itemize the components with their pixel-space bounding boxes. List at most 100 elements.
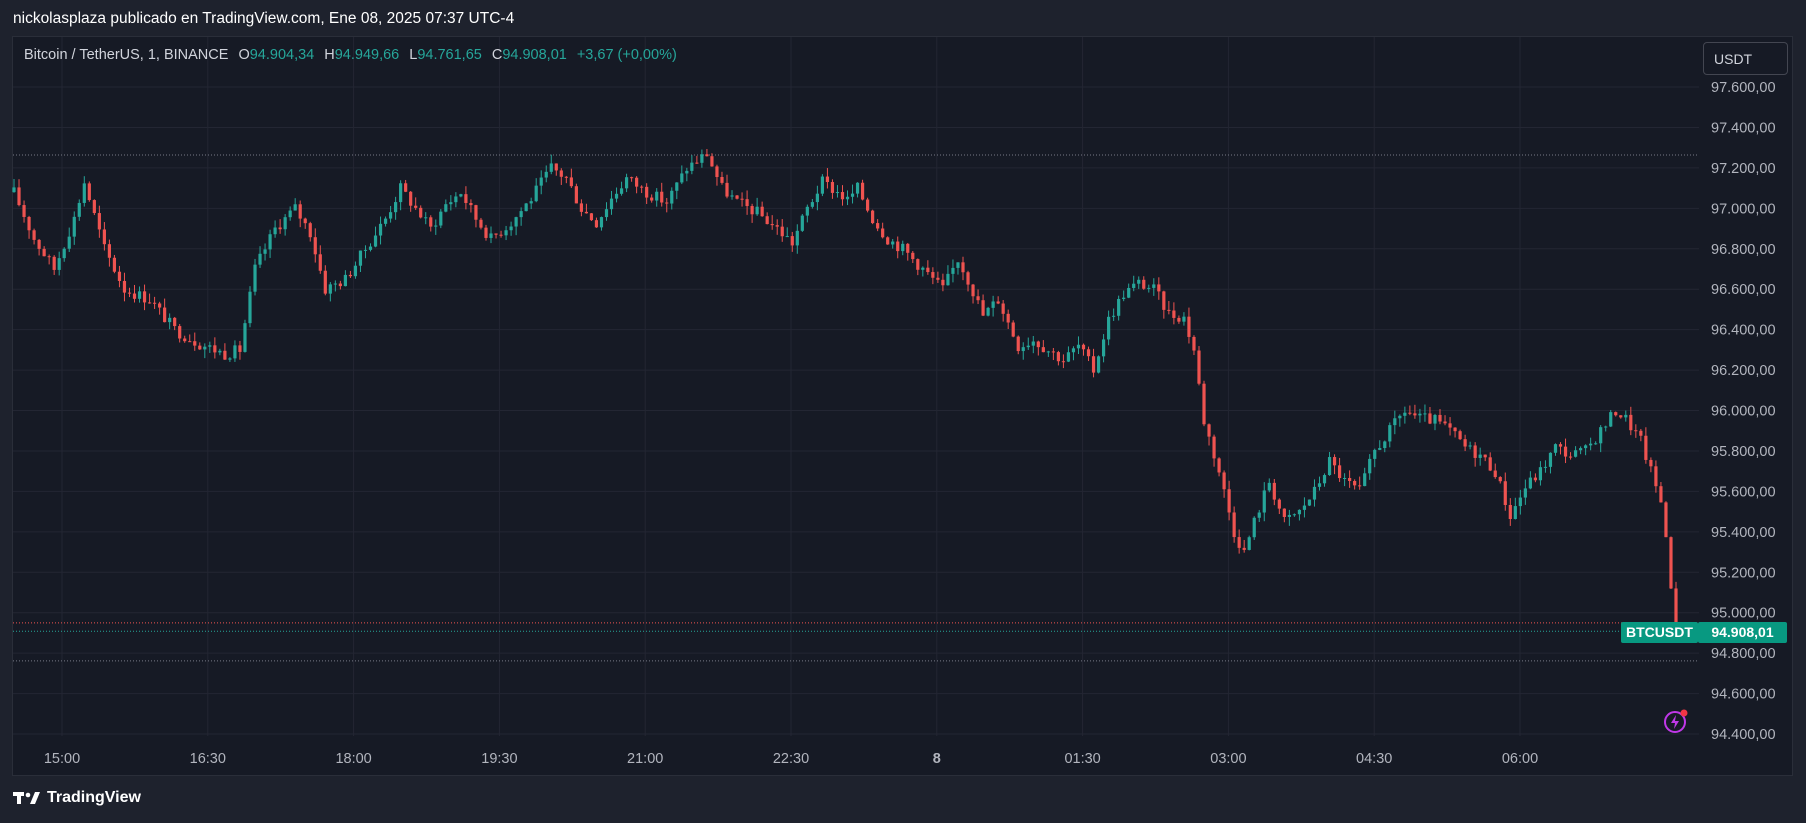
tradingview-logo-icon xyxy=(13,792,40,804)
candle xyxy=(1353,479,1357,490)
candle xyxy=(378,216,383,245)
candle xyxy=(1282,508,1286,523)
candle xyxy=(87,181,91,202)
grid-lines xyxy=(13,37,1699,736)
candle xyxy=(1654,460,1658,493)
candle xyxy=(1332,454,1337,475)
y-tick-label: 96.200,00 xyxy=(1711,363,1776,379)
candle xyxy=(1167,301,1171,315)
candle xyxy=(253,258,257,296)
candle xyxy=(589,213,594,221)
candle xyxy=(785,227,789,238)
candle xyxy=(32,228,36,245)
candle xyxy=(549,154,553,175)
candle xyxy=(991,295,995,317)
candle xyxy=(670,187,674,210)
candle xyxy=(313,228,317,263)
candle xyxy=(1513,497,1517,520)
currency-unit-button[interactable]: USDT xyxy=(1703,42,1788,75)
candle xyxy=(449,195,453,211)
y-tick-label: 97.600,00 xyxy=(1711,80,1776,96)
candle xyxy=(1423,404,1427,422)
candle xyxy=(765,212,769,225)
candle xyxy=(142,284,147,311)
candle xyxy=(1107,310,1111,346)
candle xyxy=(981,294,985,317)
candle xyxy=(680,165,684,185)
x-tick-label: 06:00 xyxy=(1502,751,1538,767)
candle xyxy=(1488,452,1492,472)
candle xyxy=(750,203,754,223)
candle xyxy=(1433,413,1437,431)
candle xyxy=(730,190,734,200)
candle xyxy=(303,217,307,229)
y-tick-label: 94.600,00 xyxy=(1711,687,1776,703)
y-tick-label: 94.400,00 xyxy=(1711,727,1776,743)
candle xyxy=(790,231,794,252)
candle xyxy=(1061,354,1066,369)
candle xyxy=(57,251,61,276)
candle xyxy=(1071,346,1076,361)
candle xyxy=(137,286,142,303)
candle xyxy=(855,182,860,198)
candle xyxy=(1247,535,1251,551)
candle xyxy=(690,155,694,175)
candle xyxy=(1348,470,1352,488)
candle xyxy=(298,200,302,228)
close-value: 94.908,01 xyxy=(502,47,567,63)
open-label: O xyxy=(238,47,250,63)
candle xyxy=(1438,409,1442,425)
candle xyxy=(1629,406,1633,436)
candle xyxy=(1051,347,1055,361)
candle xyxy=(17,179,21,207)
candle xyxy=(931,267,935,285)
candle xyxy=(1373,448,1377,468)
candle xyxy=(554,163,558,176)
candle xyxy=(1327,451,1332,476)
candle xyxy=(1363,467,1367,487)
candle xyxy=(1558,442,1563,455)
candle xyxy=(1056,350,1060,366)
candle xyxy=(951,259,955,283)
candle xyxy=(1337,457,1342,482)
chart-canvas[interactable]: 94.400,00 94.600,00 94.800,00 95.000,00 95.2… xyxy=(0,0,1806,780)
candle xyxy=(1026,337,1030,350)
candle xyxy=(1081,343,1086,356)
symbol-description[interactable]: Bitcoin / TetherUS, 1, BINANCE xyxy=(24,47,229,63)
candle xyxy=(1152,278,1156,296)
x-tick-label: 8 xyxy=(933,751,941,767)
candle xyxy=(459,193,463,198)
candle xyxy=(318,245,322,274)
candle xyxy=(1117,295,1121,321)
candle xyxy=(429,215,433,232)
candle xyxy=(539,170,543,195)
candle xyxy=(1031,335,1035,354)
candle xyxy=(619,181,624,196)
candle xyxy=(1604,425,1608,432)
candle xyxy=(1096,355,1101,374)
candle xyxy=(1272,478,1276,506)
x-tick-label: 03:00 xyxy=(1210,751,1246,767)
candle xyxy=(675,182,679,200)
candle xyxy=(77,199,81,221)
candle xyxy=(946,265,950,286)
x-tick-label: 22:30 xyxy=(773,751,809,767)
y-tick-label: 95.000,00 xyxy=(1711,606,1776,622)
candle xyxy=(1669,536,1673,589)
candle xyxy=(1001,300,1005,322)
candle xyxy=(715,164,719,186)
y-tick-label: 94.800,00 xyxy=(1711,646,1776,662)
candle xyxy=(178,323,182,343)
candle xyxy=(579,199,583,217)
candle xyxy=(1498,476,1502,484)
candle xyxy=(609,190,614,215)
lightning-alert-icon[interactable] xyxy=(1663,708,1689,734)
candle xyxy=(1573,446,1578,458)
candle xyxy=(409,191,413,212)
candle xyxy=(62,247,66,262)
candle xyxy=(1127,283,1131,299)
footer-brand[interactable]: TradingView xyxy=(13,789,141,807)
candle xyxy=(1664,501,1668,538)
y-tick-label: 96.000,00 xyxy=(1711,404,1776,420)
candle xyxy=(775,219,779,235)
